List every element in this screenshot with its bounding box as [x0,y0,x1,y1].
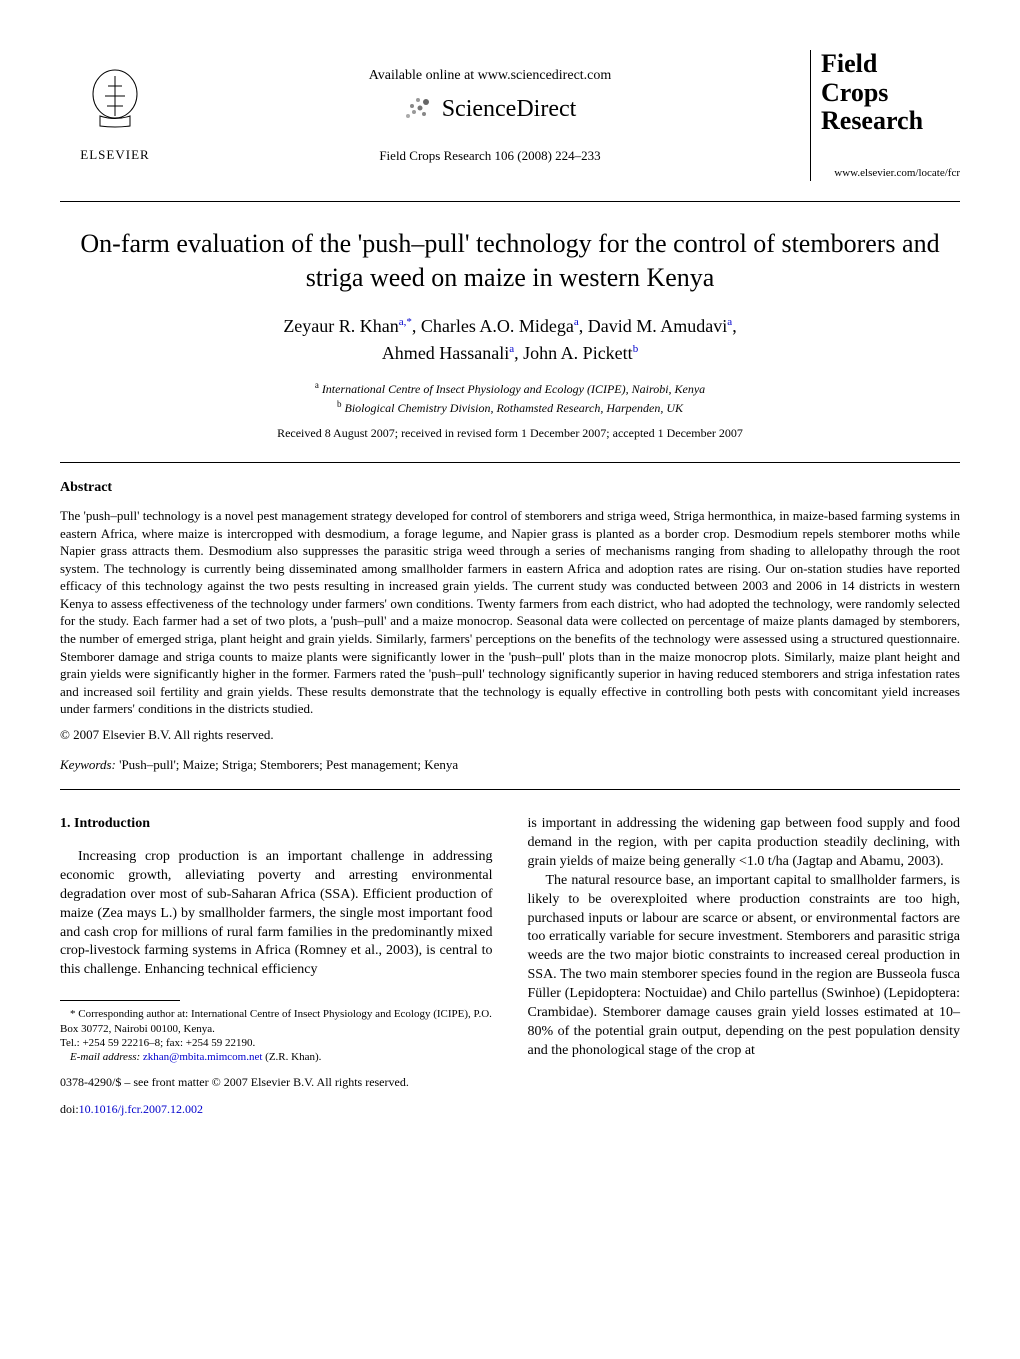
front-matter: 0378-4290/$ – see front matter © 2007 El… [60,1074,493,1090]
abstract-bottom-divider [60,789,960,790]
keywords: Keywords: 'Push–pull'; Maize; Striga; St… [60,756,960,774]
right-paragraph-2: The natural resource base, an important … [528,872,961,1061]
doi-value[interactable]: 10.1016/j.fcr.2007.12.002 [79,1102,203,1116]
elsevier-label: ELSEVIER [80,146,149,164]
email-line: E-mail address: zkhan@mbita.mimcom.net (… [60,1050,493,1064]
intro-paragraph-1: Increasing crop production is an importa… [60,848,493,980]
author-3-comma: , [732,316,737,336]
author-5-sup: b [633,343,639,355]
article-title: On-farm evaluation of the 'push–pull' te… [60,227,960,295]
author-1-sup: a,* [399,316,412,328]
copyright-text: © 2007 Elsevier B.V. All rights reserved… [60,726,960,744]
author-4: Ahmed Hassanali [382,343,509,363]
corresponding-author: * Corresponding author at: International… [60,1007,493,1036]
two-column-body: 1. Introduction Increasing crop producti… [60,815,960,1117]
journal-title-line1: Field [821,50,960,79]
sciencedirect-logo: ScienceDirect [190,93,790,127]
available-online-text: Available online at www.sciencedirect.co… [190,66,790,86]
abstract-top-divider [60,462,960,463]
author-1: Zeyaur R. Khan [283,316,398,336]
footnote-divider [60,1000,180,1001]
journal-title-line3: Research [821,107,960,136]
received-dates: Received 8 August 2007; received in revi… [60,425,960,442]
abstract-heading: Abstract [60,478,960,498]
affiliations: a International Centre of Insect Physiol… [60,379,960,417]
sciencedirect-dots-icon [404,94,434,127]
footnote-block: * Corresponding author at: International… [60,1007,493,1064]
keywords-label: Keywords: [60,757,116,772]
author-2-pre: , Charles A.O. Midega [412,316,574,336]
affil-b: Biological Chemistry Division, Rothamste… [341,401,683,415]
journal-url: www.elsevier.com/locate/fcr [821,166,960,181]
intro-heading: 1. Introduction [60,815,493,834]
email-label: E-mail address: [70,1051,140,1063]
header-row: ELSEVIER Available online at www.science… [60,50,960,181]
journal-title-line2: Crops [821,79,960,108]
authors: Zeyaur R. Khana,*, Charles A.O. Midegaa,… [60,313,960,367]
journal-logo: Field Crops Research www.elsevier.com/lo… [810,50,960,181]
elsevier-logo: ELSEVIER [60,61,170,171]
email-address[interactable]: zkhan@mbita.mimcom.net [140,1051,262,1063]
right-column: is important in addressing the widening … [528,815,961,1117]
left-column: 1. Introduction Increasing crop producti… [60,815,493,1117]
journal-reference: Field Crops Research 106 (2008) 224–233 [190,147,790,165]
center-header: Available online at www.sciencedirect.co… [170,66,810,165]
doi-line: doi:10.1016/j.fcr.2007.12.002 [60,1101,493,1117]
elsevier-tree-icon [80,66,150,144]
tel-fax: Tel.: +254 59 22216–8; fax: +254 59 2219… [60,1036,493,1050]
email-name: (Z.R. Khan). [262,1051,321,1063]
header-divider [60,201,960,202]
affil-a: International Centre of Insect Physiolog… [319,382,705,396]
author-5-pre: , John A. Pickett [514,343,633,363]
right-paragraph-1: is important in addressing the widening … [528,815,961,872]
sciencedirect-text: ScienceDirect [442,93,577,127]
doi-label: doi: [60,1102,79,1116]
keywords-values: 'Push–pull'; Maize; Striga; Stemborers; … [116,757,458,772]
author-3-pre: , David M. Amudavi [579,316,728,336]
abstract-text: The 'push–pull' technology is a novel pe… [60,507,960,718]
